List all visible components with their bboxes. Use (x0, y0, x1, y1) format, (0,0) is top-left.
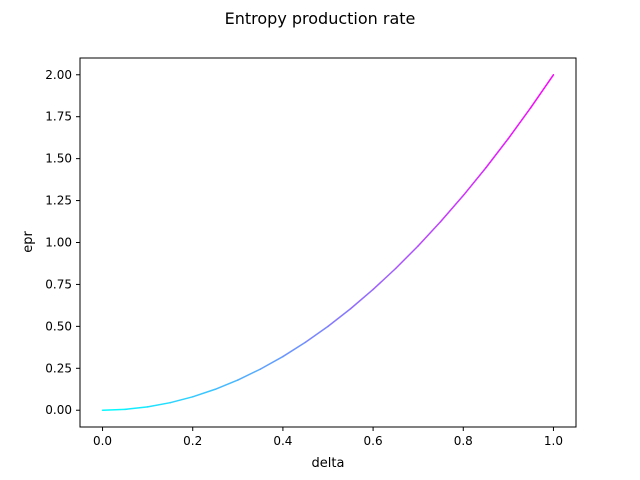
curve-segment (169, 396, 194, 404)
x-tick-label: 0.6 (364, 434, 383, 448)
y-tick-label: 2.00 (45, 68, 72, 82)
curve-segment (237, 368, 262, 381)
curve-segment (394, 245, 419, 270)
x-axis-label: delta (312, 456, 345, 471)
curve-segment (259, 355, 284, 370)
y-tick-label: 1.75 (45, 110, 72, 124)
curve-segment (191, 388, 217, 398)
y-tick-label: 0.00 (45, 403, 72, 417)
x-tick-label: 1.0 (544, 434, 563, 448)
y-tick-label: 0.75 (45, 277, 72, 291)
y-tick-label: 1.25 (45, 194, 72, 208)
x-tick-label: 0.4 (273, 434, 292, 448)
y-tick-label: 0.50 (45, 319, 72, 333)
curve-segment (507, 106, 532, 140)
y-tick-label: 0.25 (45, 361, 72, 375)
curve-segment (214, 379, 239, 391)
x-tick-label: 0.0 (93, 434, 112, 448)
curve-segment (372, 267, 397, 291)
curve-segment (417, 220, 442, 247)
curve-segment (304, 325, 329, 344)
y-axis: 0.00 0.25 0.50 0.75 1.00 1.25 1.50 1.75 2.00 (45, 68, 80, 417)
x-tick-label: 0.8 (454, 434, 473, 448)
data-series (101, 74, 555, 411)
x-axis: 0.0 0.2 0.4 0.6 0.8 1.0 (93, 427, 563, 448)
chart-title: Entropy production rate (225, 9, 416, 28)
curve-segment (462, 167, 487, 197)
y-axis-label: epr (21, 231, 36, 253)
y-tick-label: 1.00 (45, 236, 72, 250)
curve-segment (146, 401, 171, 408)
curve-segment (282, 341, 307, 358)
curve-segment (439, 194, 465, 223)
x-tick-label: 0.2 (183, 434, 202, 448)
curve-segment (327, 308, 352, 328)
curve-segment (530, 74, 555, 109)
curve-segment (485, 137, 510, 169)
curve-segment (101, 408, 126, 411)
y-tick-label: 1.50 (45, 152, 72, 166)
curve-segment (124, 406, 149, 411)
curve-segment (349, 288, 374, 310)
